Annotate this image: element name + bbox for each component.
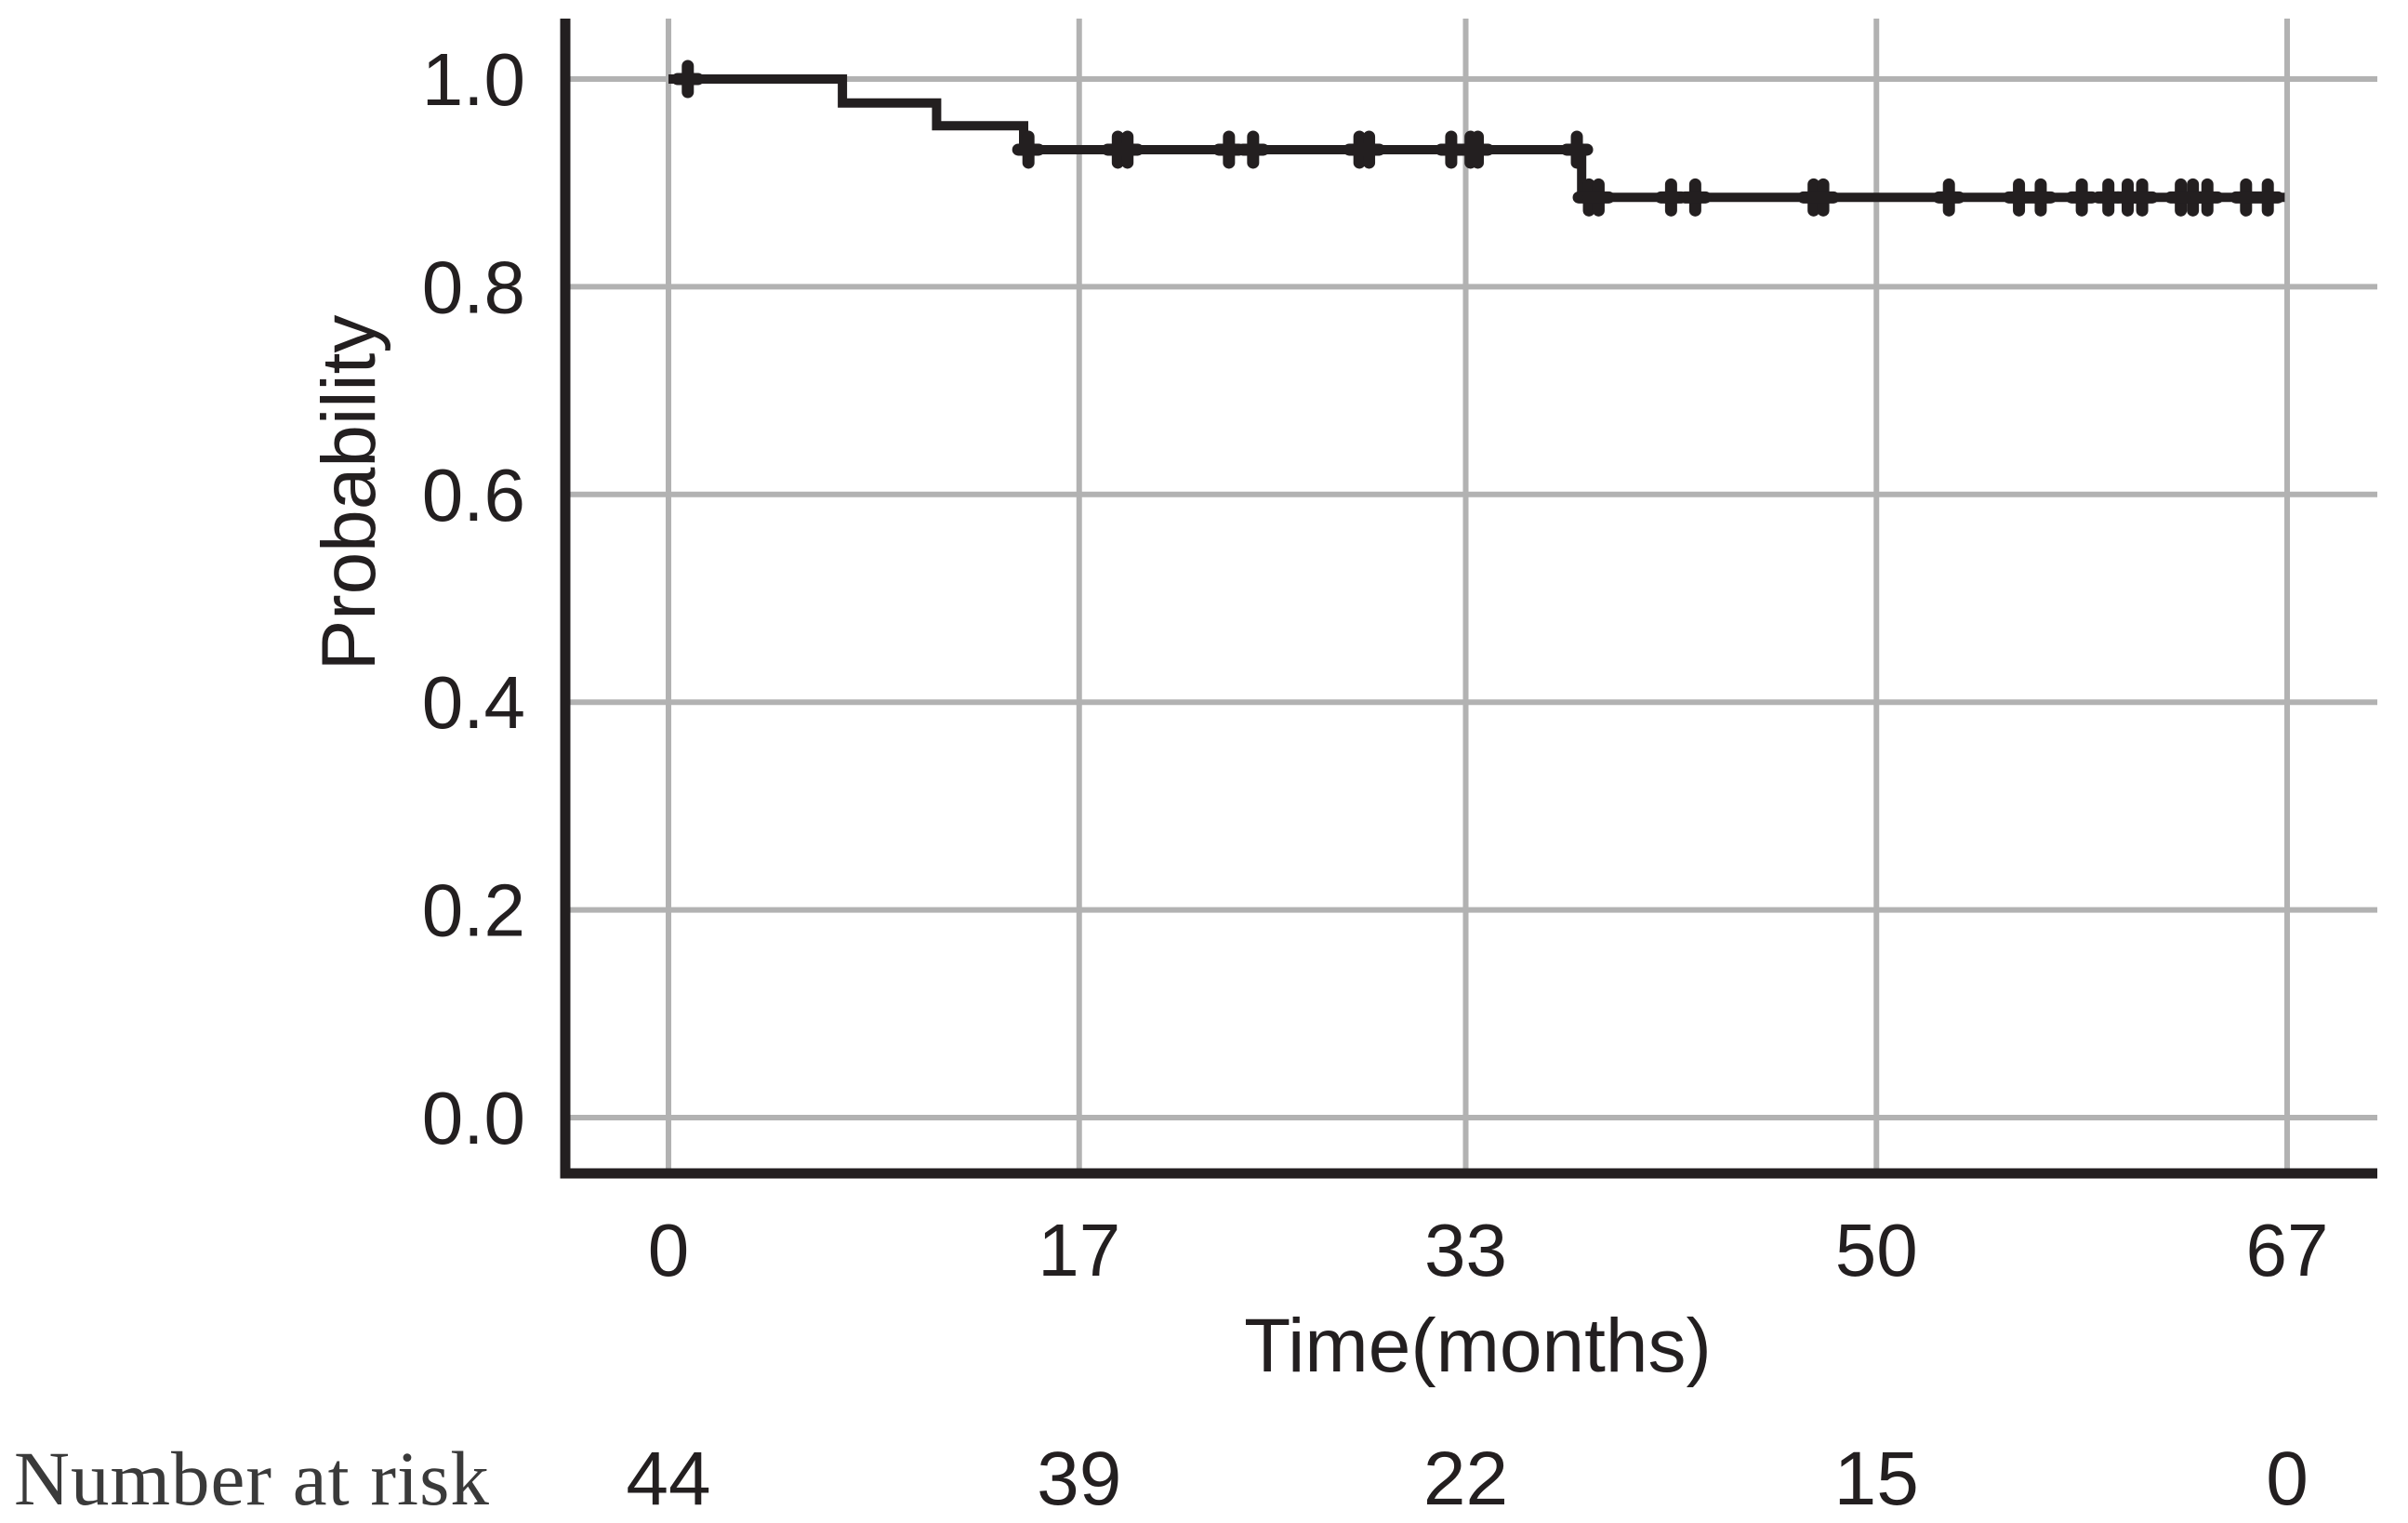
censor-mark [1462,130,1494,169]
censor-mark [2024,178,2057,217]
x-tick-label: 33 [1424,1209,1507,1291]
censor-mark [1560,130,1594,169]
censor-mark [2065,178,2098,217]
censor-mark [1237,130,1270,169]
y-tick-label: 0.8 [422,245,525,328]
x-tick-label: 0 [648,1209,690,1291]
y-axis-title: Probability [307,315,391,671]
x-axis-title: Time(months) [1244,1304,1712,1388]
censor-mark [671,60,705,99]
number-at-risk-value: 15 [1834,1437,1919,1521]
censor-mark [2251,178,2284,217]
censor-mark [1932,178,1965,217]
y-tick-label: 0.0 [422,1077,525,1159]
x-tick-label: 67 [2246,1209,2329,1291]
y-tick-label: 0.6 [422,454,525,536]
censor-mark [1678,178,1712,217]
censor-mark [1806,178,1840,217]
y-tick-label: 1.0 [422,38,525,121]
number-at-risk-value: 0 [2266,1437,2309,1521]
x-tick-label: 50 [1835,1209,1918,1291]
censor-mark [1212,130,1246,169]
number-at-risk-value: 44 [626,1437,710,1521]
x-tick-label: 17 [1038,1209,1120,1291]
censor-mark [1111,130,1144,169]
censor-mark [1581,178,1615,217]
number-at-risk-value: 22 [1423,1437,1508,1521]
y-tick-label: 0.2 [422,869,525,952]
censor-mark [1012,130,1045,169]
survival-curve [668,74,2285,203]
censor-mark [2190,178,2224,217]
censor-mark [2125,178,2159,217]
y-tick-label: 0.4 [422,661,525,744]
censor-mark [1654,178,1687,217]
censor-mark [1353,130,1386,169]
number-at-risk-value: 39 [1037,1437,1121,1521]
number-at-risk-label: Number at risk [14,1436,490,1521]
